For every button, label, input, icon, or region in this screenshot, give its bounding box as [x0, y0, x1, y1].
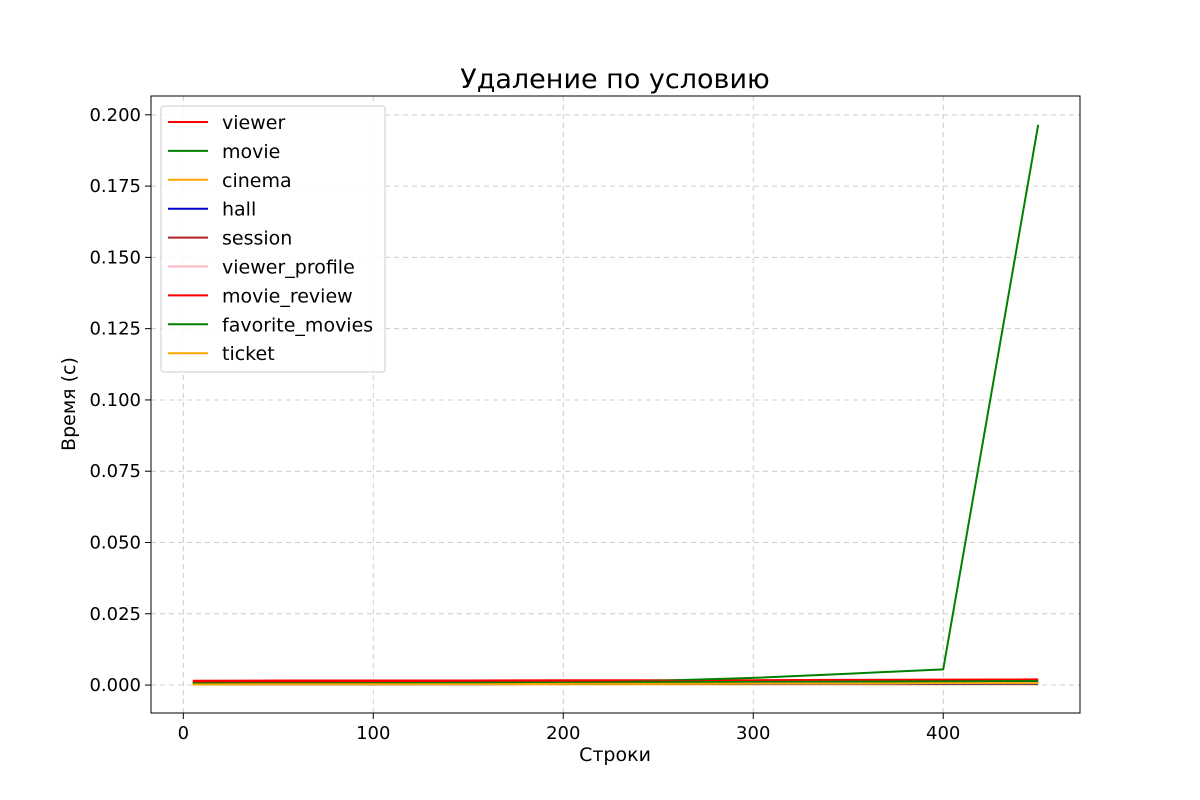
- legend-label: session: [222, 228, 292, 250]
- x-tick-label: 200: [546, 723, 580, 744]
- legend-label: viewer: [222, 112, 285, 134]
- y-tick-label: 0.000: [89, 675, 141, 696]
- x-tick-label: 100: [356, 723, 390, 744]
- series-layer: [192, 124, 1040, 686]
- chart-title: Удаление по условию: [460, 64, 769, 95]
- y-tick-label: 0.150: [89, 247, 141, 268]
- y-axis-ticks: 0.000 0.025 0.050 0.075 0.100 0.125 0.150 0.175…: [89, 105, 151, 696]
- legend-label: movie: [222, 141, 280, 163]
- y-tick-label: 0.075: [89, 461, 141, 482]
- legend-box: [160, 105, 386, 373]
- y-tick-label: 0.025: [89, 604, 141, 625]
- x-tick-label: 400: [926, 723, 960, 744]
- x-axis-label: Строки: [579, 744, 651, 766]
- legend-label: ticket: [222, 343, 275, 365]
- x-axis-ticks: 0 100 200 300 400: [178, 713, 960, 744]
- y-axis-label: Время (с): [58, 357, 80, 451]
- legend-label: hall: [222, 199, 256, 221]
- y-tick-label: 0.050: [89, 532, 141, 553]
- y-tick-label: 0.175: [89, 176, 141, 197]
- plot-frame: [150, 95, 1081, 714]
- legend-label: cinema: [222, 170, 292, 192]
- y-tick-label: 0.125: [89, 319, 141, 340]
- x-tick-label: 300: [736, 723, 770, 744]
- series-line-favorite-movies: [192, 680, 1039, 685]
- legend: viewer movie cinema hall session viewer_profi…: [160, 105, 386, 373]
- legend-label: favorite_movies: [222, 314, 373, 336]
- legend-label: viewer_profile: [222, 257, 355, 279]
- x-tick-label: 0: [178, 723, 189, 744]
- y-tick-label: 0.200: [89, 105, 141, 126]
- series-line-viewer: [192, 678, 1039, 682]
- y-tick-label: 0.100: [89, 390, 141, 411]
- legend-label: movie_review: [222, 285, 353, 307]
- series-line-ticket: [192, 682, 1039, 686]
